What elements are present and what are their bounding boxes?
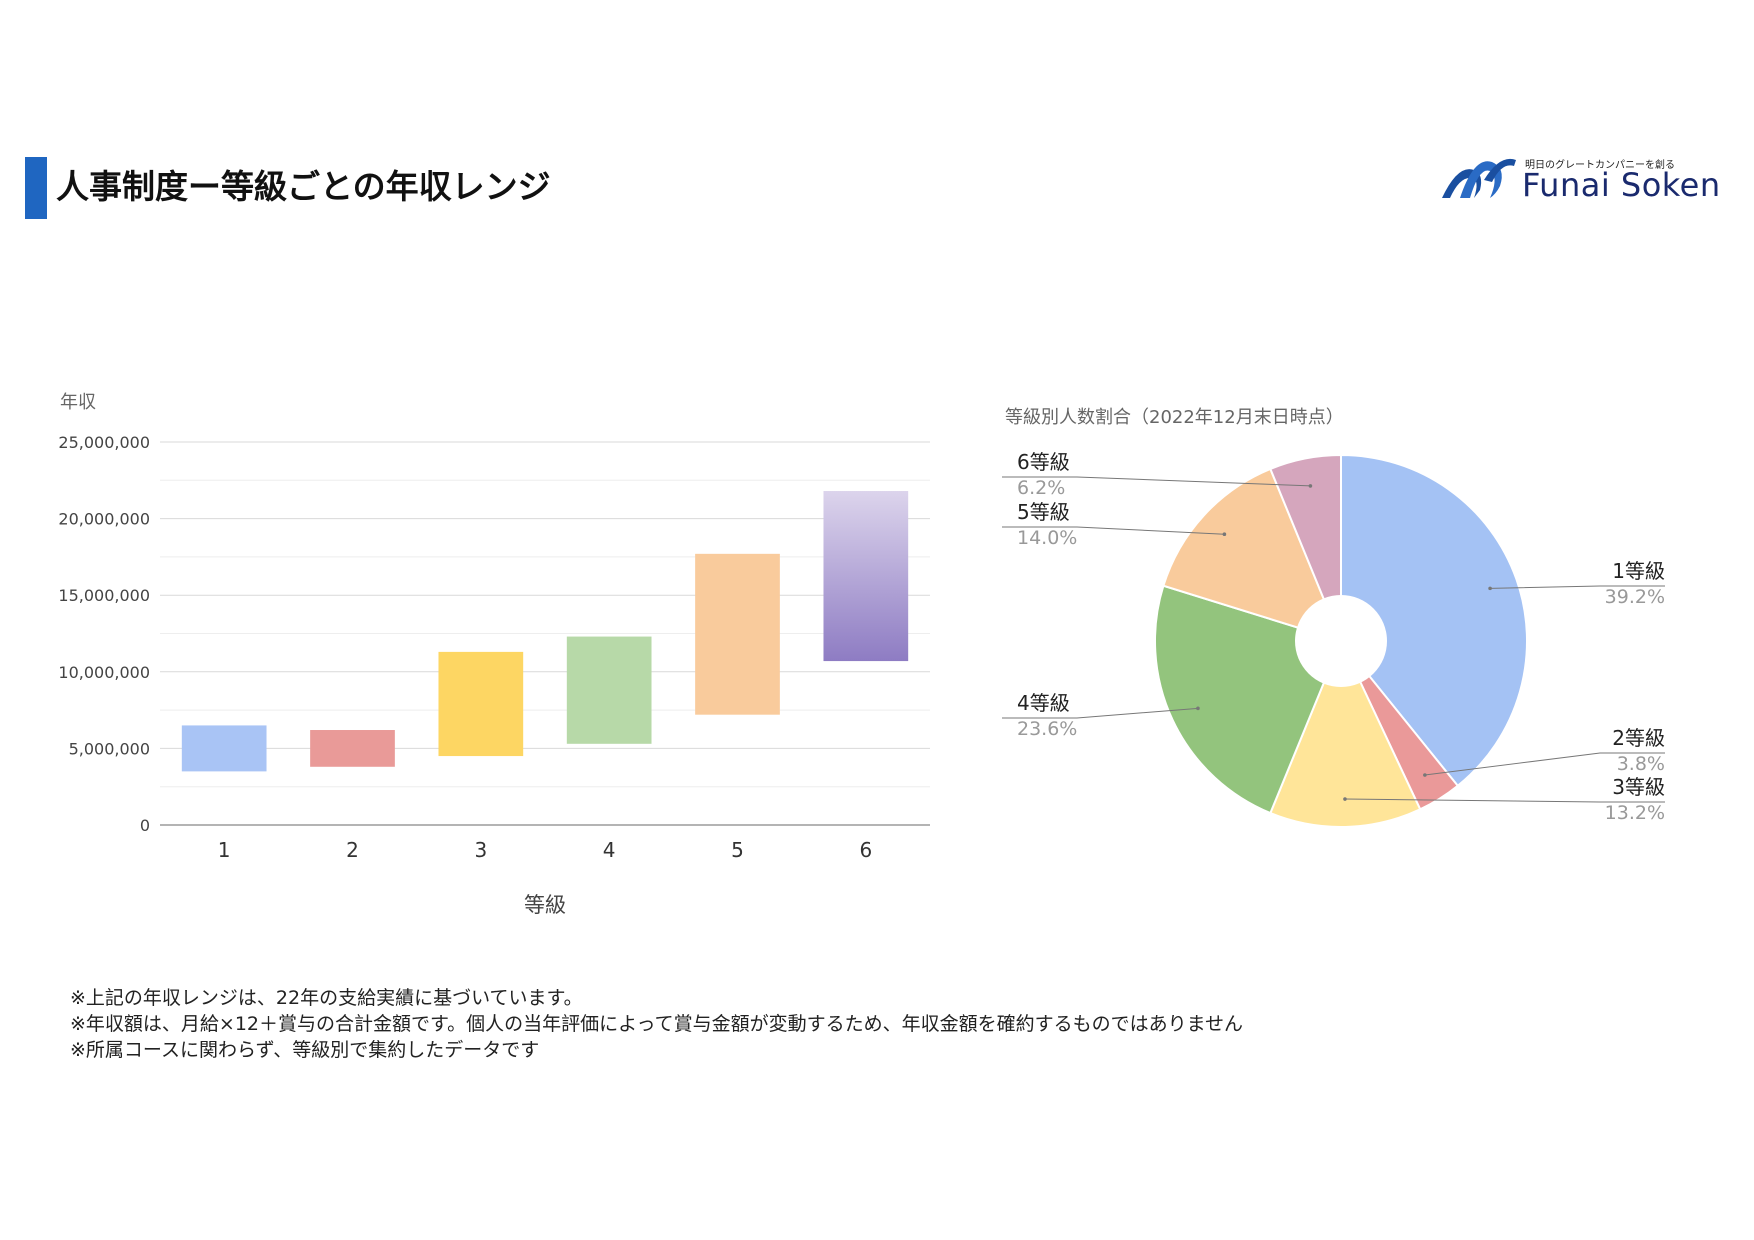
y-tick-label: 25,000,000 [58, 433, 150, 452]
footnotes: ※上記の年収レンジは、22年の支給実績に基づいています。 ※年収額は、月給×12… [70, 985, 1243, 1063]
slice-label: 5等級 [1017, 500, 1070, 524]
y-tick-label: 20,000,000 [58, 510, 150, 529]
pie-title: 等級別人数割合（2022年12月末日時点） [1005, 407, 1344, 428]
slice-value-label: 23.6% [1017, 718, 1077, 740]
y-tick-label: 5,000,000 [69, 739, 150, 758]
slice-label: 1等級 [1612, 559, 1665, 583]
logo-text: Funai Soken [1522, 166, 1721, 204]
leader-dot [1196, 706, 1200, 711]
leader-dot [1222, 532, 1227, 537]
x-tick-label: 6 [859, 838, 872, 862]
grade-ratio-pie-chart: 等級別人数割合（2022年12月末日時点） 1等級 39.2% 2等級 3.8%3等級 1… [1002, 407, 1665, 828]
range-bar-3 [438, 651, 524, 757]
footnote: ※上記の年収レンジは、22年の支給実績に基づいています。 [70, 987, 583, 1009]
x-tick-label: 3 [474, 838, 487, 862]
slice-label: 3等級 [1612, 775, 1665, 799]
funai-wave-logo-icon [1442, 158, 1516, 198]
slice-value-label: 39.2% [1605, 586, 1665, 608]
y-tick-label: 15,000,000 [58, 586, 150, 605]
donut-hole [1295, 595, 1387, 687]
footnote: ※所属コースに関わらず、等級別で集約したデータです [70, 1039, 540, 1061]
leader-line [1424, 752, 1665, 776]
x-tick-label: 1 [218, 838, 231, 862]
leader-dot [1343, 797, 1347, 801]
slice-label: 4等級 [1017, 691, 1070, 715]
slice-label: 2等級 [1612, 726, 1665, 750]
leader-line [1002, 526, 1225, 535]
pie-slice-5 [1162, 467, 1343, 643]
title-accent-bar [25, 157, 47, 219]
leader-dot [1423, 773, 1427, 777]
pie-slice-6 [1269, 453, 1342, 642]
x-tick-label: 5 [731, 838, 744, 862]
range-bar-6 [823, 491, 909, 662]
y-tick-label: 10,000,000 [58, 663, 150, 682]
slice-value-label: 3.8% [1617, 753, 1665, 775]
leader-line [1344, 798, 1665, 803]
range-bar-2 [310, 730, 395, 767]
footnote: ※年収額は、月給×12＋賞与の合計金額です。個人の当年評価によって賞与金額が変動… [70, 1013, 1244, 1035]
range-bar-5 [695, 553, 780, 715]
pie-slice-1 [1340, 453, 1528, 788]
slice-value-label: 6.2% [1017, 477, 1065, 499]
slice-value-label: 14.0% [1017, 527, 1077, 549]
leader-dot [1308, 484, 1313, 488]
range-bar-1 [181, 725, 267, 772]
slice-value-label: 13.2% [1605, 802, 1665, 824]
salary-range-bar-chart: 0 5,000,000 10,000,000 15,000,000 20,000,000… [58, 392, 930, 917]
leader-line [1002, 707, 1198, 719]
y-axis-label: 年収 [60, 392, 96, 413]
slice-label: 6等級 [1017, 450, 1070, 474]
range-bar-4 [566, 636, 652, 744]
x-axis-label: 等級 [524, 893, 566, 917]
pie-slice-4 [1154, 584, 1343, 815]
x-tick-label: 4 [603, 838, 616, 862]
leader-line [1002, 476, 1311, 487]
y-tick-label: 0 [140, 816, 150, 835]
x-tick-label: 2 [346, 838, 359, 862]
pie-slice-3 [1269, 638, 1422, 828]
logo-tagline: 明日のグレートカンパニーを創る [1525, 160, 1675, 171]
leader-line [1490, 585, 1665, 589]
page-title: 人事制度ー等級ごとの年収レンジ [56, 167, 551, 206]
leader-dot [1488, 586, 1492, 591]
